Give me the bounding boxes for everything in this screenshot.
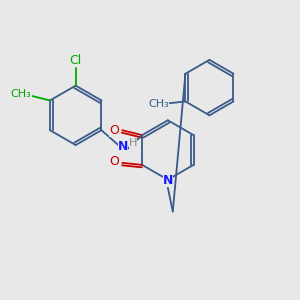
Text: N: N xyxy=(118,140,128,152)
Text: O: O xyxy=(110,155,119,168)
Text: H: H xyxy=(129,138,137,148)
Text: O: O xyxy=(110,124,119,137)
Text: CH₃: CH₃ xyxy=(148,99,169,110)
Text: Cl: Cl xyxy=(70,54,82,67)
Text: N: N xyxy=(163,174,173,187)
Text: CH₃: CH₃ xyxy=(11,88,32,98)
